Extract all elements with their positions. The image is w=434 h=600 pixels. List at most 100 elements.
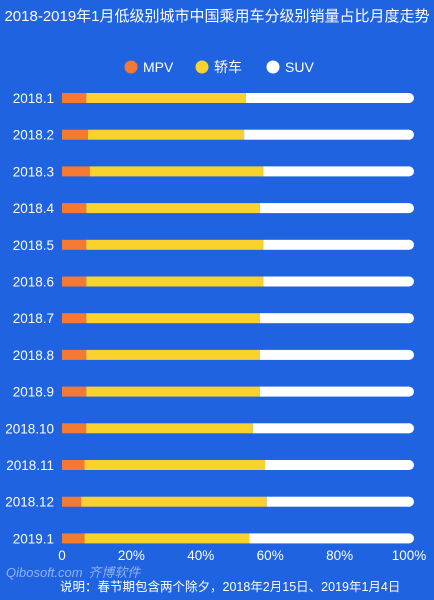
bar-end-cap xyxy=(404,129,414,140)
bar-segment-0 xyxy=(62,460,85,470)
bar-segment-2 xyxy=(263,239,409,250)
bar-segment-1 xyxy=(86,239,264,250)
category-label: 2018.1 xyxy=(13,91,54,106)
category-label: 2018.7 xyxy=(13,311,54,326)
bar-end-cap xyxy=(404,386,414,397)
category-label: 2018.9 xyxy=(13,385,54,400)
bar-segment-2 xyxy=(259,386,409,397)
chart-note: 说明：春节期包含两个除夕，2018年2月15日、2019年1月4日 xyxy=(60,580,401,594)
category-label: 2018.11 xyxy=(6,458,54,473)
category-label: 2019.1 xyxy=(13,531,54,546)
bar-segment-1 xyxy=(88,129,245,140)
watermark-dot: .com xyxy=(54,565,83,580)
bar-row xyxy=(62,166,414,177)
bar-segment-1 xyxy=(81,496,267,507)
bar-segment-0 xyxy=(62,349,87,360)
legend-swatch xyxy=(266,60,280,74)
legend-label: SUV xyxy=(285,59,314,75)
bar-row xyxy=(62,496,414,507)
bar-segment-0 xyxy=(62,386,87,397)
bar-end-cap xyxy=(404,203,414,214)
category-label: 2018.2 xyxy=(13,128,54,143)
bar-row xyxy=(62,423,414,434)
legend-item-2: SUV xyxy=(266,59,314,75)
bar-row xyxy=(62,129,414,140)
category-label: 2018.3 xyxy=(13,164,54,179)
bar-end-cap xyxy=(404,349,414,360)
bar-segment-1 xyxy=(86,313,260,324)
bar-end-cap xyxy=(404,276,414,287)
category-label: 2018.6 xyxy=(13,275,54,290)
bar-segment-0 xyxy=(62,93,87,103)
bar-row xyxy=(62,460,414,470)
bar-segment-0 xyxy=(62,533,85,544)
bar-segment-0 xyxy=(62,496,82,507)
legend: MPV 轿车 SUV xyxy=(124,59,314,75)
bar-segment-2 xyxy=(259,203,409,214)
legend-item-1: 轿车 xyxy=(195,59,242,75)
bar-row xyxy=(62,276,414,287)
bar-segment-2 xyxy=(245,93,409,103)
bar-end-cap xyxy=(404,496,414,507)
chart-title: 2018-2019年1月低级别城市中国乘用车分级别销量占比月度走势 xyxy=(4,8,430,25)
bar-end-cap xyxy=(404,313,414,324)
bar-segment-0 xyxy=(62,313,87,324)
bar-segment-2 xyxy=(259,349,409,360)
bar-segment-1 xyxy=(86,423,253,434)
bar-segment-1 xyxy=(86,349,260,360)
bar-segment-0 xyxy=(62,166,90,177)
bar-segment-2 xyxy=(266,496,409,507)
bar-segment-2 xyxy=(264,460,409,470)
bar-segment-2 xyxy=(252,423,409,434)
bar-segment-1 xyxy=(86,276,264,287)
bar-segment-0 xyxy=(62,203,87,214)
x-tick-label: 80% xyxy=(326,548,353,563)
category-label: 2018.12 xyxy=(5,495,54,510)
bar-segment-0 xyxy=(62,276,87,287)
bar-row xyxy=(62,203,414,214)
legend-label: MPV xyxy=(143,59,174,75)
bar-segment-1 xyxy=(86,93,246,103)
legend-swatch xyxy=(124,60,138,74)
legend-label: 轿车 xyxy=(214,59,242,75)
bar-segment-2 xyxy=(263,276,409,287)
x-tick-label: 20% xyxy=(118,548,145,563)
bar-segment-1 xyxy=(89,166,264,177)
legend-item-0: MPV xyxy=(124,59,174,75)
bar-segment-1 xyxy=(84,460,265,470)
category-label: 2018.10 xyxy=(5,421,54,436)
bar-segment-1 xyxy=(86,386,260,397)
bar-segment-2 xyxy=(249,533,409,544)
x-tick-label: 100% xyxy=(392,548,427,563)
bar-end-cap xyxy=(404,460,414,470)
bar-segment-2 xyxy=(263,166,409,177)
y-axis-labels: 2018.1 2018.2 2018.3 2018.4 2018.5 2018.6 2018… xyxy=(5,91,54,546)
bar-row xyxy=(62,239,414,250)
category-label: 2018.4 xyxy=(13,201,55,216)
legend-swatch xyxy=(195,60,209,74)
x-axis-ticks: 0 20% 40% 60% 80% 100% xyxy=(58,548,426,563)
bar-row xyxy=(62,313,414,324)
bar-segment-0 xyxy=(62,423,87,434)
bar-row xyxy=(62,386,414,397)
category-label: 2018.5 xyxy=(13,238,54,253)
category-label: 2018.8 xyxy=(13,348,54,363)
bar-end-cap xyxy=(404,423,414,434)
watermark: Qibosoft.com 齐博软件 xyxy=(6,562,140,581)
bar-segment-2 xyxy=(259,313,409,324)
bar-segment-0 xyxy=(62,239,87,250)
bar-segment-0 xyxy=(62,129,89,140)
bar-row xyxy=(62,93,414,103)
bar-segment-1 xyxy=(86,203,260,214)
x-tick-label: 60% xyxy=(257,548,284,563)
bar-end-cap xyxy=(404,239,414,250)
watermark-sub: 齐博软件 xyxy=(88,565,141,580)
bar-end-cap xyxy=(404,533,414,544)
bar-segment-2 xyxy=(244,129,409,140)
bar-row xyxy=(62,533,414,544)
x-tick-label: 40% xyxy=(187,548,214,563)
bars xyxy=(62,93,414,544)
bar-end-cap xyxy=(404,166,414,177)
x-tick-label: 0 xyxy=(58,548,66,563)
